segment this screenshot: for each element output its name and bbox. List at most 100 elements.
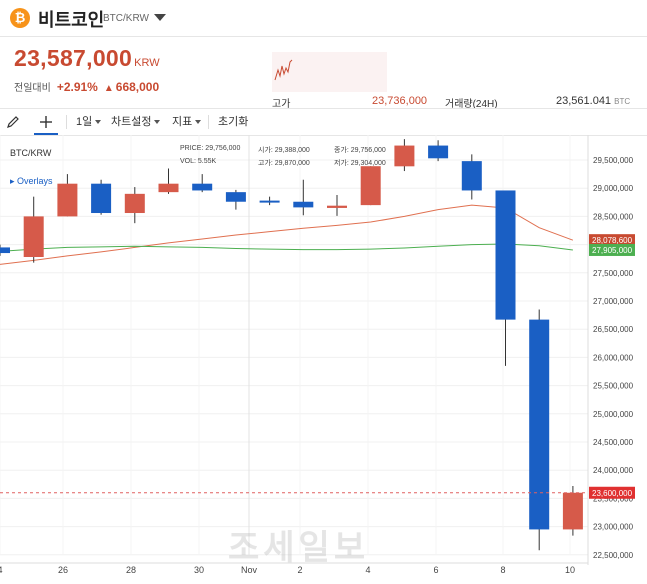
overlays-toggle[interactable]: ▸ Overlays: [10, 176, 53, 186]
candles: [0, 139, 583, 551]
ma-long-tag-bg: [589, 243, 635, 256]
ma-short-line: [0, 204, 574, 265]
candle-body: [529, 319, 550, 530]
mini-sparkline: [272, 52, 387, 92]
change-percent: +2.91%: [56, 80, 98, 94]
indicators-button[interactable]: 지표: [172, 109, 202, 135]
price-value: 29,756,000: [205, 145, 241, 152]
price-block: 23,587,000 KRW: [14, 45, 160, 72]
ma-long-line: [0, 243, 573, 252]
candlestick-chart[interactable]: 29,500,00029,000,00028,500,00028,000,000…: [0, 135, 647, 579]
watermark: 조세일보: [228, 529, 370, 567]
x-tick-label: 10: [565, 565, 575, 575]
vol-label: VOL:: [180, 158, 196, 165]
x-tick-label: 4: [365, 565, 370, 575]
candle-body: [495, 190, 516, 320]
last-price-tag: 23,600,000: [592, 489, 633, 498]
chart-symbol: BTC/KRW: [10, 148, 52, 158]
pencil-icon[interactable]: [6, 109, 24, 135]
candle-body: [225, 192, 246, 202]
pencil-icon-svg: [7, 116, 19, 128]
ohlc-price: PRICE: 29,756,000: [180, 145, 240, 152]
chart-svg[interactable]: 29,500,00029,000,00028,500,00028,000,000…: [0, 135, 647, 579]
coin-name: 비트코인: [38, 10, 105, 30]
reset-button[interactable]: 초기화: [218, 116, 249, 128]
toolbar-divider: [208, 115, 209, 129]
high-value-ov: 29,870,000: [274, 160, 310, 167]
y-tick-label: 28,500,000: [593, 212, 634, 221]
candle: [225, 189, 246, 210]
chevron-down-icon[interactable]: [154, 14, 166, 21]
x-tick-label: 2: [297, 565, 302, 575]
chart-settings-label: 차트설정: [111, 116, 152, 128]
ohlc-open: 시가: 29,388,000: [258, 145, 310, 155]
interval-label: 1일: [76, 116, 93, 128]
candle-body: [0, 247, 10, 254]
toolbar-divider: [66, 115, 67, 129]
candle: [360, 166, 381, 206]
x-tick-label: 4: [0, 565, 3, 575]
overlays-label: Overlays: [17, 176, 53, 186]
y-tick-label: 23,000,000: [593, 523, 634, 532]
indicators-label: 지표: [172, 116, 193, 128]
crosshair-icon-svg: [40, 116, 52, 128]
candle: [428, 140, 449, 162]
x-tick-label: 6: [433, 565, 438, 575]
chevron-down-icon: [154, 120, 161, 125]
ma-short-tag-bg: [589, 234, 635, 247]
x-tick-label: 28: [126, 565, 136, 575]
candle: [327, 194, 347, 216]
high-label: 고가: [272, 99, 291, 110]
volume-unit: BTC: [614, 97, 631, 106]
vol-value: 5.55K: [197, 158, 217, 165]
price-label: PRICE:: [180, 145, 204, 152]
y-tick-label: 25,500,000: [593, 382, 634, 391]
ma-long-tag: 27,905,000: [592, 246, 633, 255]
x-axis: 4 26 28 30 Nov 2 4 6 8 10: [0, 562, 588, 575]
chart-settings-button[interactable]: 차트설정: [111, 109, 161, 135]
volume-label: 거래량(24H): [445, 99, 498, 110]
candle: [192, 174, 213, 193]
ma-short-tag: 28,078,600: [592, 236, 633, 245]
y-tick-label: 24,500,000: [593, 438, 634, 447]
y-axis: 29,500,00029,000,00028,500,00028,000,000…: [587, 135, 634, 565]
current-price: 23,587,000: [14, 45, 133, 71]
crosshair-icon[interactable]: [34, 109, 58, 135]
candle-body: [91, 183, 112, 214]
coin-header: ₿ 비트코인 BTC/KRW: [0, 0, 647, 37]
candle-body: [562, 492, 583, 530]
interval-select[interactable]: 1일: [76, 109, 102, 135]
ohlc-low: 저가: 29,304,000: [334, 158, 386, 168]
x-tick-label: Nov: [241, 565, 258, 575]
y-tick-label: 26,500,000: [593, 325, 634, 334]
y-tick-label: 23,500,000: [593, 494, 634, 503]
y-tick-label: 27,500,000: [593, 269, 634, 278]
ohlc-high: 고가: 29,870,000: [258, 158, 310, 168]
volume-number: 23,561.041: [556, 95, 612, 107]
moving-averages: [0, 204, 574, 265]
candle: [124, 187, 145, 224]
change-amount: 668,000: [115, 80, 160, 94]
candle-body: [428, 145, 449, 159]
chart-toolbar: 1일 차트설정 지표 초기화: [0, 108, 647, 136]
candle: [23, 196, 44, 263]
open-label: 시가:: [258, 147, 273, 154]
change-label: 전일대비: [14, 83, 51, 94]
candle: [158, 168, 179, 194]
y-tick-label: 26,000,000: [593, 353, 634, 362]
candle-body: [259, 200, 280, 203]
low-value: 29,304,000: [350, 160, 386, 167]
candle: [495, 190, 516, 366]
candle: [394, 139, 415, 172]
volume-value: 23,561.041 BTC: [556, 95, 630, 107]
change-row: 전일대비 +2.91% ▲ 668,000: [14, 79, 159, 94]
ohlc-close: 종가: 29,756,000: [334, 145, 386, 155]
x-tick-label: 30: [194, 565, 204, 575]
y-tick-label: 22,500,000: [593, 551, 634, 560]
last-price-tag-bg: [589, 486, 635, 499]
candle: [461, 154, 482, 200]
candle-body: [192, 183, 213, 191]
candle: [0, 244, 10, 256]
close-label: 종가:: [334, 147, 349, 154]
price-unit: KRW: [134, 57, 160, 69]
